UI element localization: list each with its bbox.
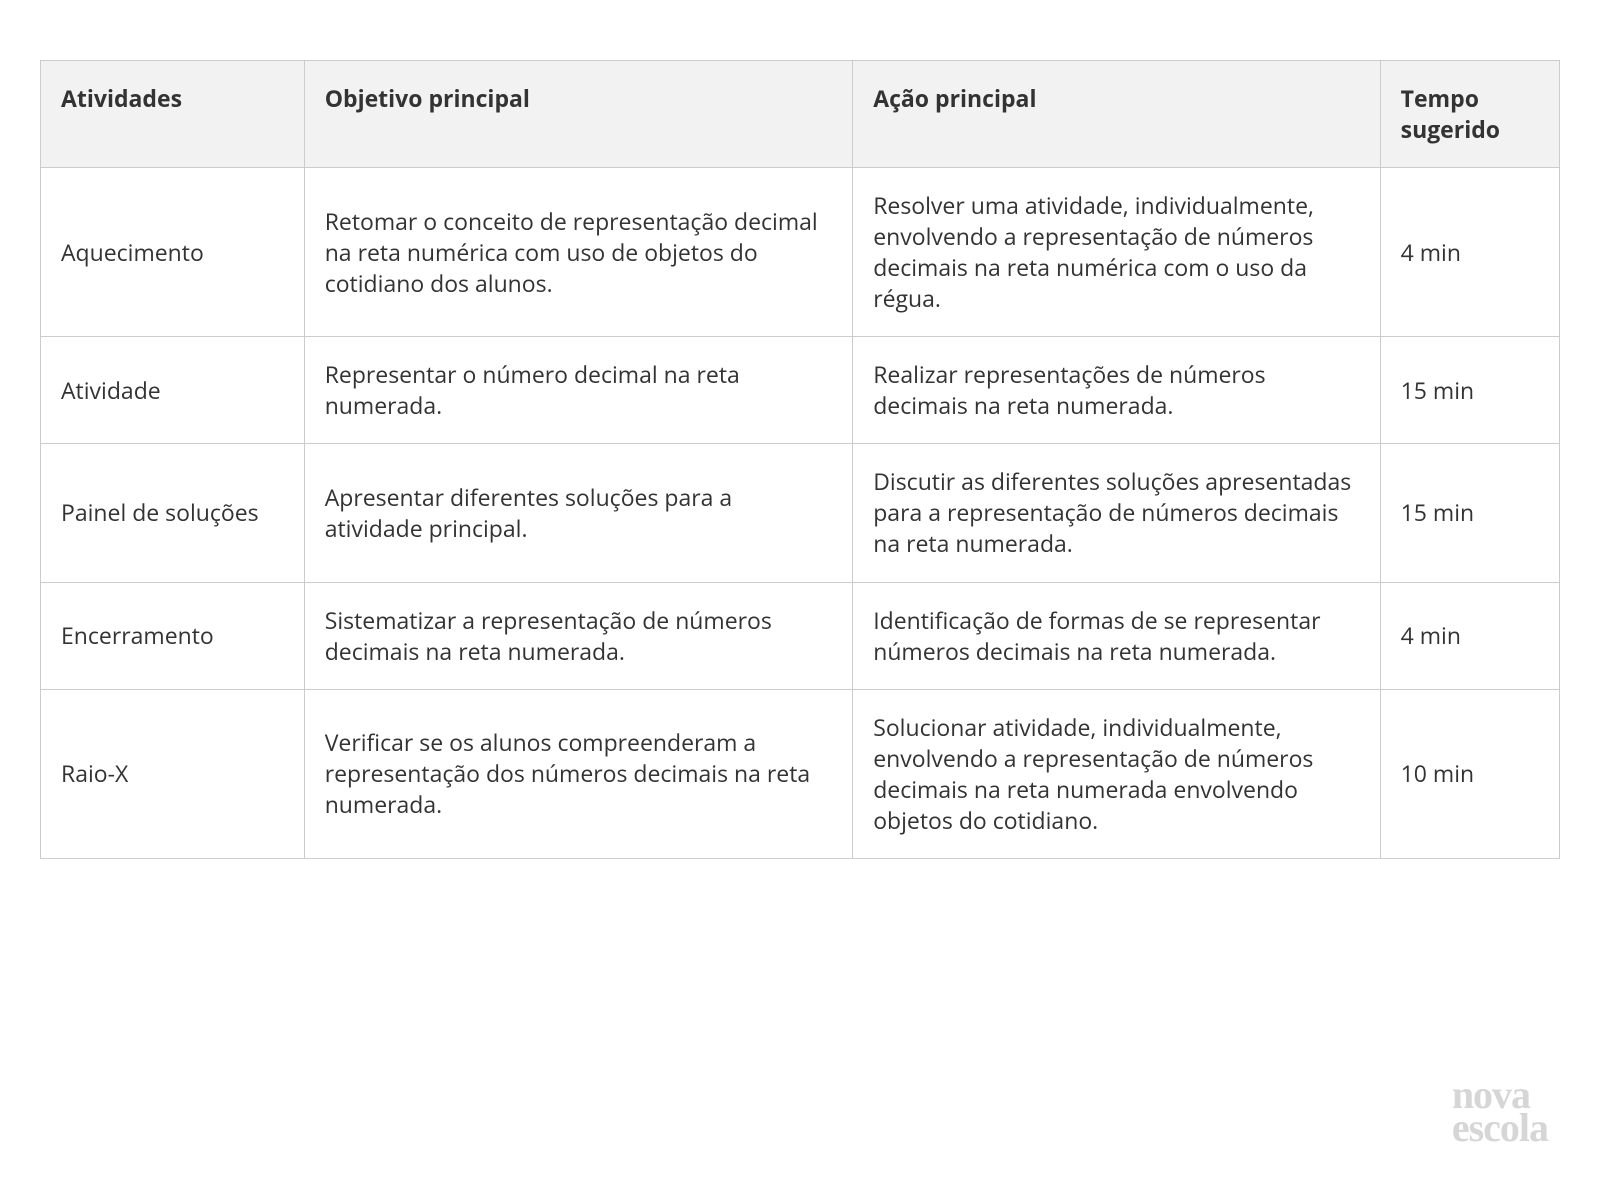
table-row: Raio-X Verificar se os alunos compreende… — [41, 689, 1560, 858]
cell-tempo: 15 min — [1380, 337, 1559, 444]
cell-acao: Identificação de formas de se representa… — [853, 582, 1380, 689]
cell-atividades: Encerramento — [41, 582, 305, 689]
cell-atividades: Raio-X — [41, 689, 305, 858]
activities-table: Atividades Objetivo principal Ação princ… — [40, 60, 1560, 859]
col-header-acao: Ação principal — [853, 61, 1380, 168]
cell-objetivo: Sistematizar a representação de números … — [304, 582, 853, 689]
cell-atividades: Aquecimento — [41, 168, 305, 337]
table-row: Encerramento Sistematizar a representaçã… — [41, 582, 1560, 689]
cell-tempo: 4 min — [1380, 168, 1559, 337]
cell-acao: Resolver uma atividade, individualmente,… — [853, 168, 1380, 337]
col-header-objetivo: Objetivo principal — [304, 61, 853, 168]
cell-acao: Solucionar atividade, individualmente, e… — [853, 689, 1380, 858]
cell-atividades: Atividade — [41, 337, 305, 444]
logo-line-2: escola — [1452, 1112, 1548, 1145]
table-row: Aquecimento Retomar o conceito de repres… — [41, 168, 1560, 337]
table-header-row: Atividades Objetivo principal Ação princ… — [41, 61, 1560, 168]
cell-objetivo: Retomar o conceito de representação deci… — [304, 168, 853, 337]
cell-objetivo: Verificar se os alunos compreenderam a r… — [304, 689, 853, 858]
cell-objetivo: Representar o número decimal na reta num… — [304, 337, 853, 444]
col-header-tempo: Tempo sugerido — [1380, 61, 1559, 168]
cell-tempo: 10 min — [1380, 689, 1559, 858]
cell-atividades: Painel de soluções — [41, 444, 305, 582]
nova-escola-logo: nova escola — [1452, 1079, 1548, 1145]
table-row: Atividade Representar o número decimal n… — [41, 337, 1560, 444]
cell-acao: Discutir as diferentes soluções apresent… — [853, 444, 1380, 582]
cell-objetivo: Apresentar diferentes soluções para a at… — [304, 444, 853, 582]
cell-acao: Realizar representações de números decim… — [853, 337, 1380, 444]
table-row: Painel de soluções Apresentar diferentes… — [41, 444, 1560, 582]
cell-tempo: 15 min — [1380, 444, 1559, 582]
cell-tempo: 4 min — [1380, 582, 1559, 689]
col-header-atividades: Atividades — [41, 61, 305, 168]
